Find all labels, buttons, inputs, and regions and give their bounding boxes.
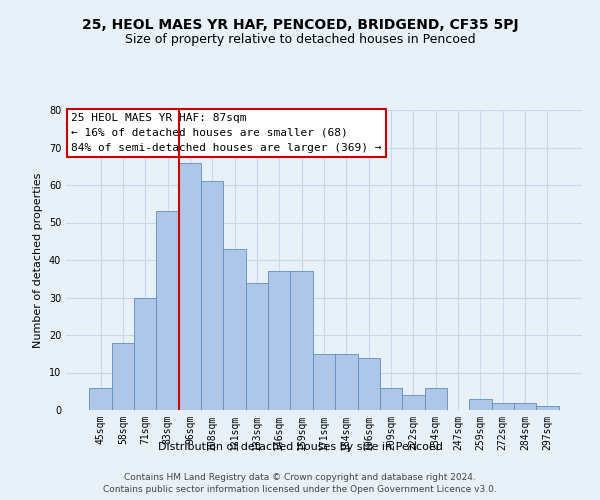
Text: Contains public sector information licensed under the Open Government Licence v3: Contains public sector information licen… <box>103 485 497 494</box>
Bar <box>89 388 112 410</box>
Bar <box>425 388 447 410</box>
Y-axis label: Number of detached properties: Number of detached properties <box>33 172 43 348</box>
Bar <box>290 271 313 410</box>
Bar <box>335 354 358 410</box>
Text: Contains HM Land Registry data © Crown copyright and database right 2024.: Contains HM Land Registry data © Crown c… <box>124 472 476 482</box>
Bar <box>313 354 335 410</box>
Bar <box>469 399 491 410</box>
Bar <box>157 211 179 410</box>
Bar <box>201 181 223 410</box>
Text: 25, HEOL MAES YR HAF, PENCOED, BRIDGEND, CF35 5PJ: 25, HEOL MAES YR HAF, PENCOED, BRIDGEND,… <box>82 18 518 32</box>
Bar <box>134 298 157 410</box>
Bar <box>246 282 268 410</box>
Bar <box>402 395 425 410</box>
Bar <box>491 402 514 410</box>
Bar <box>514 402 536 410</box>
Text: Distribution of detached houses by size in Pencoed: Distribution of detached houses by size … <box>158 442 442 452</box>
Bar <box>380 388 402 410</box>
Bar <box>268 271 290 410</box>
Bar <box>358 358 380 410</box>
Bar <box>179 162 201 410</box>
Bar <box>112 342 134 410</box>
Text: 25 HEOL MAES YR HAF: 87sqm
← 16% of detached houses are smaller (68)
84% of semi: 25 HEOL MAES YR HAF: 87sqm ← 16% of deta… <box>71 113 382 152</box>
Bar <box>223 248 246 410</box>
Bar <box>536 406 559 410</box>
Text: Size of property relative to detached houses in Pencoed: Size of property relative to detached ho… <box>125 32 475 46</box>
